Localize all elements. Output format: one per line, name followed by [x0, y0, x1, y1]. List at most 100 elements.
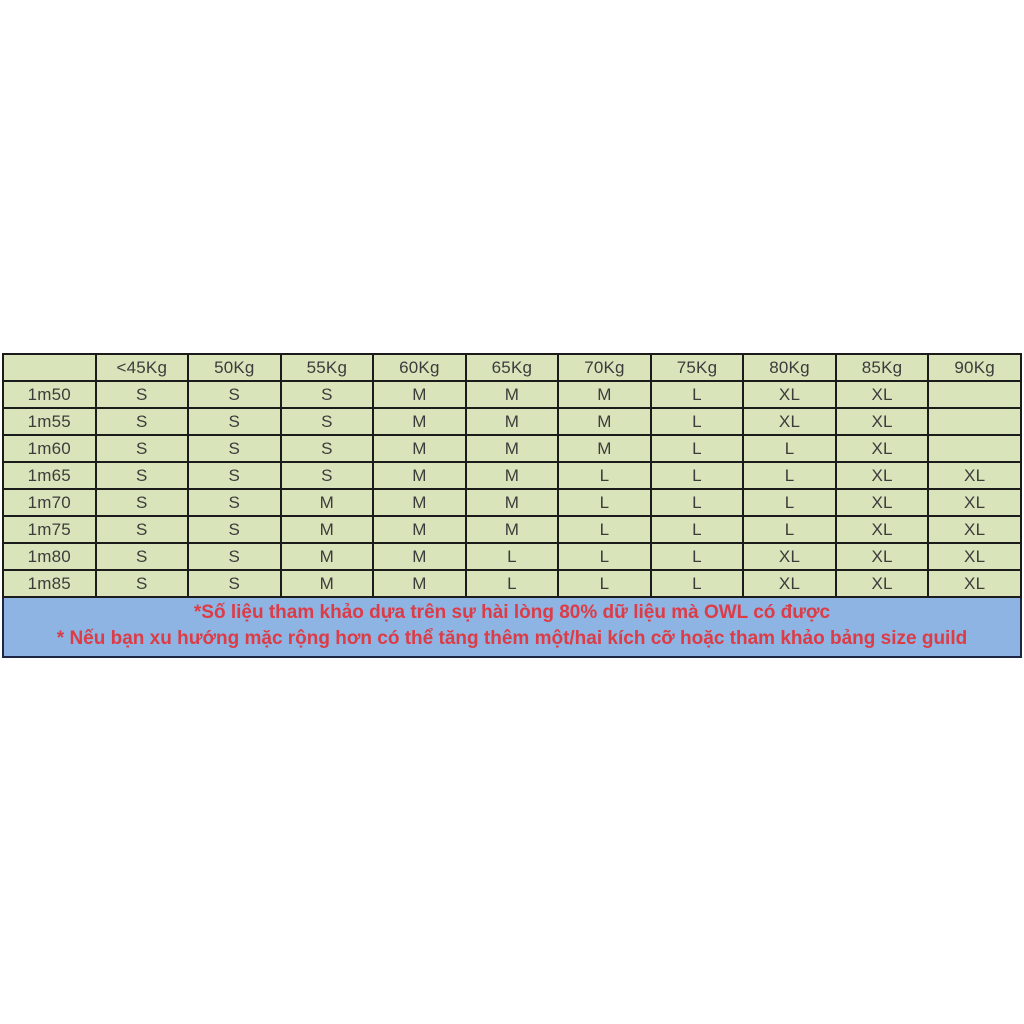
height-row-label: 1m50: [2, 380, 97, 409]
table-row: 1m80 S S M M L L L XL XL XL: [2, 542, 1022, 571]
size-cell: M: [372, 434, 467, 463]
size-cell: XL: [834, 461, 930, 490]
size-cell: S: [187, 488, 282, 517]
size-cell: L: [742, 515, 837, 544]
size-cell: XL: [927, 542, 1022, 571]
size-cell: M: [372, 569, 467, 598]
size-cell: S: [94, 434, 190, 463]
height-row-label: 1m75: [2, 515, 97, 544]
size-cell: L: [742, 461, 837, 490]
weight-header-cell: 70Kg: [557, 353, 652, 382]
weight-header-cell: 65Kg: [464, 353, 560, 382]
size-cell: XL: [834, 380, 930, 409]
size-cell: M: [464, 515, 560, 544]
size-cell: M: [464, 407, 560, 436]
weight-header-cell: 50Kg: [187, 353, 282, 382]
size-cell: S: [187, 380, 282, 409]
size-cell: L: [649, 515, 745, 544]
table-row: 1m70 S S M M M L L L XL XL: [2, 488, 1022, 517]
size-cell: XL: [742, 380, 837, 409]
size-cell: L: [557, 569, 652, 598]
size-cell: XL: [834, 569, 930, 598]
size-cell: XL: [834, 488, 930, 517]
size-cell: XL: [834, 515, 930, 544]
size-cell: S: [94, 488, 190, 517]
size-cell: L: [649, 461, 745, 490]
height-row-label: 1m65: [2, 461, 97, 490]
corner-cell: [2, 353, 97, 382]
size-cell: M: [464, 461, 560, 490]
note-line-1: *Số liệu tham khảo dựa trên sự hài lòng …: [193, 602, 831, 623]
size-cell: M: [557, 380, 652, 409]
weight-header-cell: <45Kg: [94, 353, 190, 382]
size-cell: S: [187, 407, 282, 436]
size-chart-table: <45Kg 50Kg 55Kg 60Kg 65Kg 70Kg 75Kg 80Kg 85Kg 90K…: [2, 353, 1022, 598]
size-cell: M: [279, 569, 375, 598]
size-cell: L: [464, 542, 560, 571]
size-cell: M: [279, 542, 375, 571]
size-cell: S: [279, 380, 375, 409]
size-cell: M: [279, 515, 375, 544]
size-cell: L: [649, 488, 745, 517]
size-cell: S: [94, 569, 190, 598]
table-row: 1m55 S S S M M M L XL XL: [2, 407, 1022, 436]
weight-header-cell: 90Kg: [927, 353, 1022, 382]
height-row-label: 1m55: [2, 407, 97, 436]
size-cell: [927, 434, 1022, 463]
size-cell: S: [94, 542, 190, 571]
table-row: 1m65 S S S M M L L L XL XL: [2, 461, 1022, 490]
size-cell: L: [557, 488, 652, 517]
height-row-label: 1m80: [2, 542, 97, 571]
size-cell: L: [649, 380, 745, 409]
height-row-label: 1m70: [2, 488, 97, 517]
size-cell: S: [187, 542, 282, 571]
size-cell: XL: [927, 569, 1022, 598]
notes-panel: *Số liệu tham khảo dựa trên sự hài lòng …: [2, 598, 1022, 658]
size-cell: S: [94, 461, 190, 490]
weight-header-cell: 85Kg: [834, 353, 930, 382]
size-cell: L: [742, 434, 837, 463]
size-cell: [927, 380, 1022, 409]
size-cell: S: [279, 434, 375, 463]
size-cell: S: [279, 461, 375, 490]
height-row-label: 1m85: [2, 569, 97, 598]
weight-header-cell: 80Kg: [742, 353, 837, 382]
size-cell: M: [464, 434, 560, 463]
size-cell: M: [464, 380, 560, 409]
size-cell: XL: [742, 542, 837, 571]
size-cell: L: [649, 407, 745, 436]
size-cell: L: [649, 434, 745, 463]
size-cell: XL: [927, 488, 1022, 517]
size-cell: M: [557, 407, 652, 436]
size-cell: L: [464, 569, 560, 598]
weight-header-cell: 60Kg: [372, 353, 467, 382]
size-cell: S: [187, 461, 282, 490]
size-cell: S: [94, 380, 190, 409]
size-cell: XL: [834, 434, 930, 463]
size-cell: M: [372, 515, 467, 544]
size-cell: M: [372, 461, 467, 490]
header-row: <45Kg 50Kg 55Kg 60Kg 65Kg 70Kg 75Kg 80Kg 85Kg 90K…: [2, 353, 1022, 382]
size-cell: S: [279, 407, 375, 436]
size-cell: L: [649, 542, 745, 571]
size-cell: M: [279, 488, 375, 517]
table-row: 1m75 S S M M M L L L XL XL: [2, 515, 1022, 544]
table-row: 1m85 S S M M L L L XL XL XL: [2, 569, 1022, 598]
size-cell: L: [742, 488, 837, 517]
table-row: 1m50 S S S M M M L XL XL: [2, 380, 1022, 409]
weight-header-cell: 55Kg: [279, 353, 375, 382]
size-cell: M: [464, 488, 560, 517]
weight-header-cell: 75Kg: [649, 353, 745, 382]
size-cell: XL: [742, 569, 837, 598]
size-cell: S: [187, 515, 282, 544]
size-cell: XL: [834, 542, 930, 571]
size-chart: <45Kg 50Kg 55Kg 60Kg 65Kg 70Kg 75Kg 80Kg 85Kg 90K…: [2, 353, 1022, 658]
size-cell: XL: [834, 407, 930, 436]
size-cell: L: [649, 569, 745, 598]
size-cell: XL: [927, 515, 1022, 544]
size-cell: S: [187, 434, 282, 463]
note-line-2: * Nếu bạn xu hướng mặc rộng hơn có thể t…: [56, 628, 968, 649]
size-cell: XL: [742, 407, 837, 436]
size-cell: M: [557, 434, 652, 463]
size-cell: S: [94, 407, 190, 436]
